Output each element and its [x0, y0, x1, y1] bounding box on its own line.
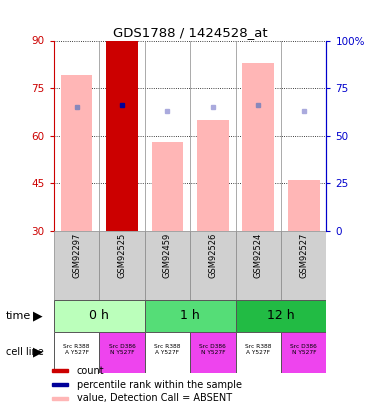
Text: Src D386
N Y527F: Src D386 N Y527F [109, 344, 135, 354]
Text: cell line: cell line [6, 347, 43, 357]
Bar [242, 63, 274, 231]
Bar [236, 332, 281, 373]
Text: GSM92524: GSM92524 [254, 233, 263, 278]
Text: GSM92459: GSM92459 [163, 233, 172, 278]
Bar [145, 231, 190, 300]
Text: count: count [77, 366, 105, 376]
Text: 0 h: 0 h [89, 309, 109, 322]
Text: GSM92525: GSM92525 [118, 233, 127, 278]
Text: Src D386
N Y527F: Src D386 N Y527F [290, 344, 317, 354]
Text: GSM92527: GSM92527 [299, 233, 308, 278]
Text: GSM92297: GSM92297 [72, 233, 81, 278]
Bar [236, 300, 326, 332]
Text: Src R388
A Y527F: Src R388 A Y527F [154, 344, 181, 354]
Text: GSM92526: GSM92526 [209, 233, 217, 278]
Text: Src R388
A Y527F: Src R388 A Y527F [245, 344, 272, 354]
Bar [106, 40, 138, 231]
Text: 12 h: 12 h [267, 309, 295, 322]
Bar [60, 75, 92, 231]
Text: time: time [6, 311, 31, 321]
Bar [52, 397, 68, 400]
Bar [281, 332, 326, 373]
Bar [288, 180, 320, 231]
Title: GDS1788 / 1424528_at: GDS1788 / 1424528_at [113, 26, 267, 39]
Text: percentile rank within the sample: percentile rank within the sample [77, 379, 242, 390]
Text: 1 h: 1 h [180, 309, 200, 322]
Bar [190, 231, 236, 300]
Text: ▶: ▶ [33, 309, 43, 322]
Text: Src D386
N Y527F: Src D386 N Y527F [200, 344, 226, 354]
Bar [52, 369, 68, 372]
Bar [145, 300, 236, 332]
Bar [52, 383, 68, 386]
Bar [99, 332, 145, 373]
Text: ▶: ▶ [33, 346, 43, 359]
Bar [151, 142, 183, 231]
Text: value, Detection Call = ABSENT: value, Detection Call = ABSENT [77, 393, 232, 403]
Bar [236, 231, 281, 300]
Bar [190, 332, 236, 373]
Bar [145, 332, 190, 373]
Text: Src R388
A Y527F: Src R388 A Y527F [63, 344, 90, 354]
Bar [197, 120, 229, 231]
Bar [54, 332, 99, 373]
Bar [281, 231, 326, 300]
Bar [54, 300, 145, 332]
Bar [99, 231, 145, 300]
Bar [54, 231, 99, 300]
